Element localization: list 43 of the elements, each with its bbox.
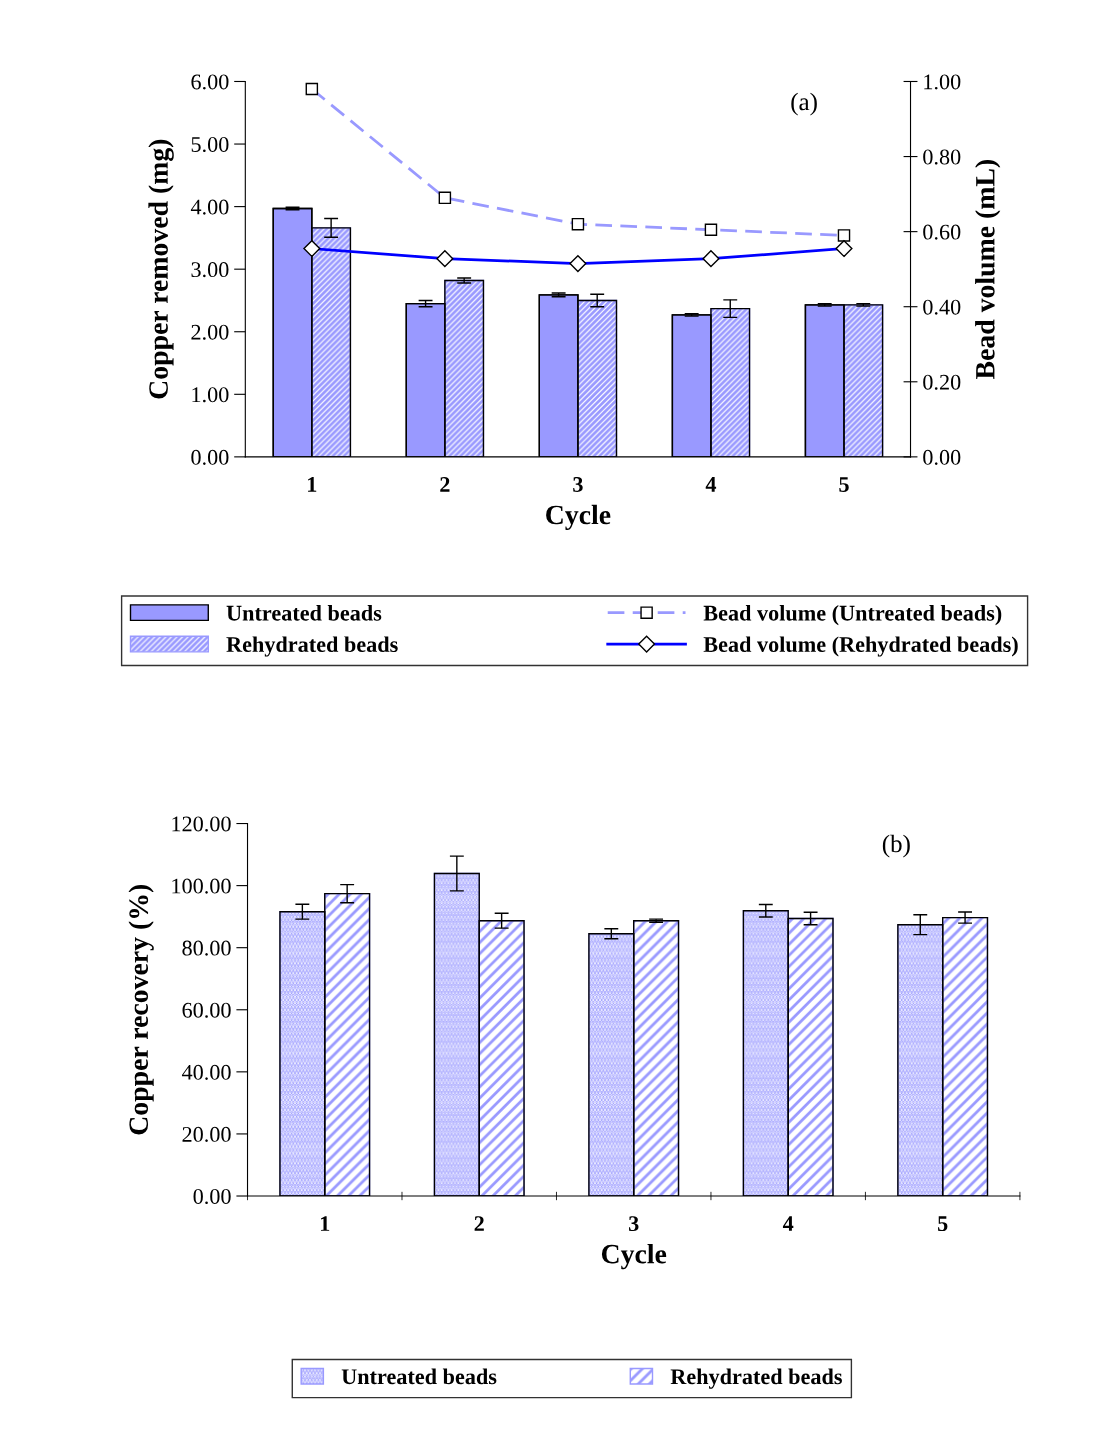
y-tick-label: 1.00 (192, 387, 229, 403)
y-tick-label: 6.00 (191, 74, 229, 90)
y-tick-label: 120.00 (172, 816, 231, 832)
y-tick-label: 20.00 (182, 1126, 231, 1142)
y2-tick-label: 1.00 (924, 74, 961, 90)
x-axis-title: Cycle (546, 504, 611, 531)
x-tick-label: 4 (705, 477, 717, 492)
y-tick-label: 40.00 (181, 1064, 231, 1080)
x-tick-label: 2 (440, 477, 450, 492)
legend-label: Untreated beads (226, 605, 382, 621)
y-tick-label: 100.00 (172, 878, 231, 894)
x-tick-label: 1 (308, 477, 317, 492)
y-tick-label: 4.00 (190, 199, 229, 215)
y-tick-label: 5.00 (191, 136, 229, 153)
y-tick-label: 60.00 (182, 1002, 231, 1018)
y-tick-label: 0.00 (193, 1188, 231, 1205)
x-tick-label: 5 (839, 477, 849, 492)
x-tick-label: 4 (782, 1216, 794, 1231)
legend-label: Bead volume (Untreated beads) (703, 605, 1002, 626)
annotation: (b) (882, 834, 910, 858)
y-tick-label: 2.00 (191, 324, 229, 340)
legend-label: Rehydrated beads (670, 1368, 842, 1389)
x-tick-label: 3 (573, 477, 583, 492)
y2-axis-title: Bead volume (mL) (975, 160, 1001, 380)
y2-tick-label: 0.80 (923, 149, 961, 165)
y-axis-title: Copper removed (mg) (148, 139, 174, 399)
y2-tick-label: 0.20 (923, 374, 961, 390)
legend-label: Bead volume (Rehydrated beads) (703, 636, 1018, 657)
y-tick-label: 80.00 (182, 940, 231, 956)
y-axis-title: Copper recovery (%) (128, 884, 154, 1135)
x-tick-label: 3 (629, 1216, 639, 1232)
x-tick-label: 1 (320, 1216, 330, 1231)
y2-tick-label: 0.40 (923, 299, 961, 315)
x-axis-title: Cycle (601, 1243, 667, 1270)
legend-label: Untreated beads (341, 1368, 497, 1385)
x-tick-label: 2 (474, 1216, 484, 1231)
y-tick-label: 0.00 (191, 449, 229, 465)
y-tick-label: 3.00 (191, 262, 229, 278)
y2-tick-label: 0.00 (923, 449, 961, 465)
legend-label: Rehydrated beads (226, 636, 398, 657)
y2-tick-label: 0.60 (923, 224, 961, 240)
x-tick-label: 5 (938, 1216, 948, 1232)
annotation: (a) (791, 92, 817, 116)
